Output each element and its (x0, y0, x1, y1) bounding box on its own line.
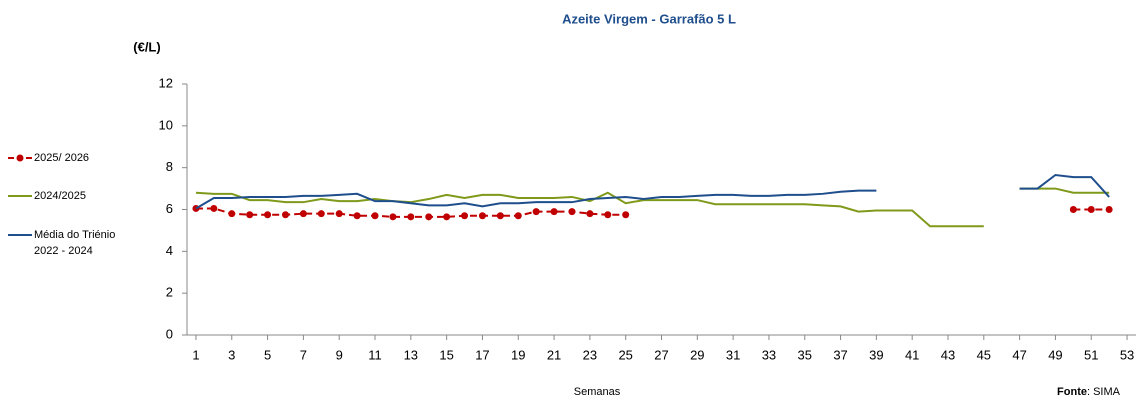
source: Fonte: SIMA (1057, 386, 1121, 398)
x-tick-label: 45 (977, 347, 991, 362)
x-tick-label: 43 (941, 347, 955, 362)
x-tick-label: 47 (1012, 347, 1026, 362)
x-tick-label: 27 (654, 347, 668, 362)
point (532, 208, 540, 216)
point (407, 213, 415, 221)
point (461, 212, 469, 220)
x-tick-label: 37 (833, 347, 847, 362)
x-tick-label: 29 (690, 347, 704, 362)
point (550, 208, 558, 216)
x-tick-label: 25 (618, 347, 632, 362)
point (514, 212, 522, 220)
point (604, 211, 612, 219)
series-line (1019, 173, 1110, 198)
point (371, 212, 379, 220)
y-axis-label: (€/L) (133, 39, 160, 54)
x-tick-label: 5 (264, 347, 271, 362)
point (210, 204, 218, 212)
x-tick-label: 13 (404, 347, 418, 362)
legend-label: Média do Triénio 2022 - 2024 (34, 229, 116, 257)
y-tick-label: 6 (166, 201, 173, 216)
legend-marker (16, 154, 24, 162)
source-text: : SIMA (1087, 386, 1121, 398)
point (443, 213, 451, 221)
x-tick-label: 11 (368, 347, 382, 362)
point (478, 212, 486, 220)
point (281, 211, 289, 219)
x-tick-label: 23 (583, 347, 597, 362)
point (228, 210, 236, 218)
y-tick-label: 10 (159, 117, 173, 132)
y-tick-label: 8 (166, 159, 173, 174)
x-tick-label: 31 (726, 347, 740, 362)
legend-item: Média do Triénio 2022 - 2024 (8, 227, 134, 259)
point (586, 210, 594, 218)
x-tick-label: 51 (1084, 347, 1098, 362)
x-tick-label: 7 (300, 347, 307, 362)
point (335, 210, 343, 218)
chart-title: Azeite Virgem - Garrafão 5 L (562, 11, 736, 26)
y-tick-label: 4 (166, 243, 173, 258)
x-tick-label: 41 (905, 347, 919, 362)
x-tick-label: 1 (192, 347, 199, 362)
point (1069, 206, 1077, 213)
point (496, 212, 504, 220)
y-tick-label: 2 (166, 285, 173, 300)
legend-icon (8, 234, 32, 236)
point (1105, 206, 1113, 213)
y-tick-label: 0 (166, 326, 173, 341)
x-tick-label: 21 (547, 347, 561, 362)
x-tick-label: 33 (762, 347, 776, 362)
x-tick-label: 39 (869, 347, 883, 362)
x-tick-label: 15 (439, 347, 453, 362)
series-line (195, 191, 984, 228)
x-tick-label: 17 (475, 347, 489, 362)
x-axis-label: Semanas (574, 386, 621, 398)
x-tick-label: 53 (1120, 347, 1134, 362)
x-tick-label: 49 (1048, 347, 1062, 362)
x-tick-label: 35 (798, 347, 812, 362)
point (568, 208, 576, 216)
series-line (195, 189, 877, 210)
point (1087, 206, 1095, 213)
x-tick-label: 19 (511, 347, 525, 362)
legend-icon (8, 154, 32, 162)
point (246, 211, 254, 219)
point (264, 211, 272, 219)
y-tick-label: 12 (159, 75, 173, 90)
legend-icon (8, 195, 32, 197)
point (353, 212, 361, 220)
point (317, 210, 325, 218)
legend-item: 2025/ 2026 (8, 150, 134, 166)
source-label: Fonte (1057, 386, 1087, 398)
point (425, 213, 433, 221)
legend-item: 2024/2025 (8, 188, 134, 204)
point (389, 213, 397, 221)
legend-label: 2024/2025 (34, 190, 86, 202)
legend-label: 2025/ 2026 (34, 152, 90, 164)
point (622, 211, 630, 219)
x-tick-label: 3 (228, 347, 235, 362)
point (299, 210, 307, 218)
x-tick-label: 9 (336, 347, 343, 362)
